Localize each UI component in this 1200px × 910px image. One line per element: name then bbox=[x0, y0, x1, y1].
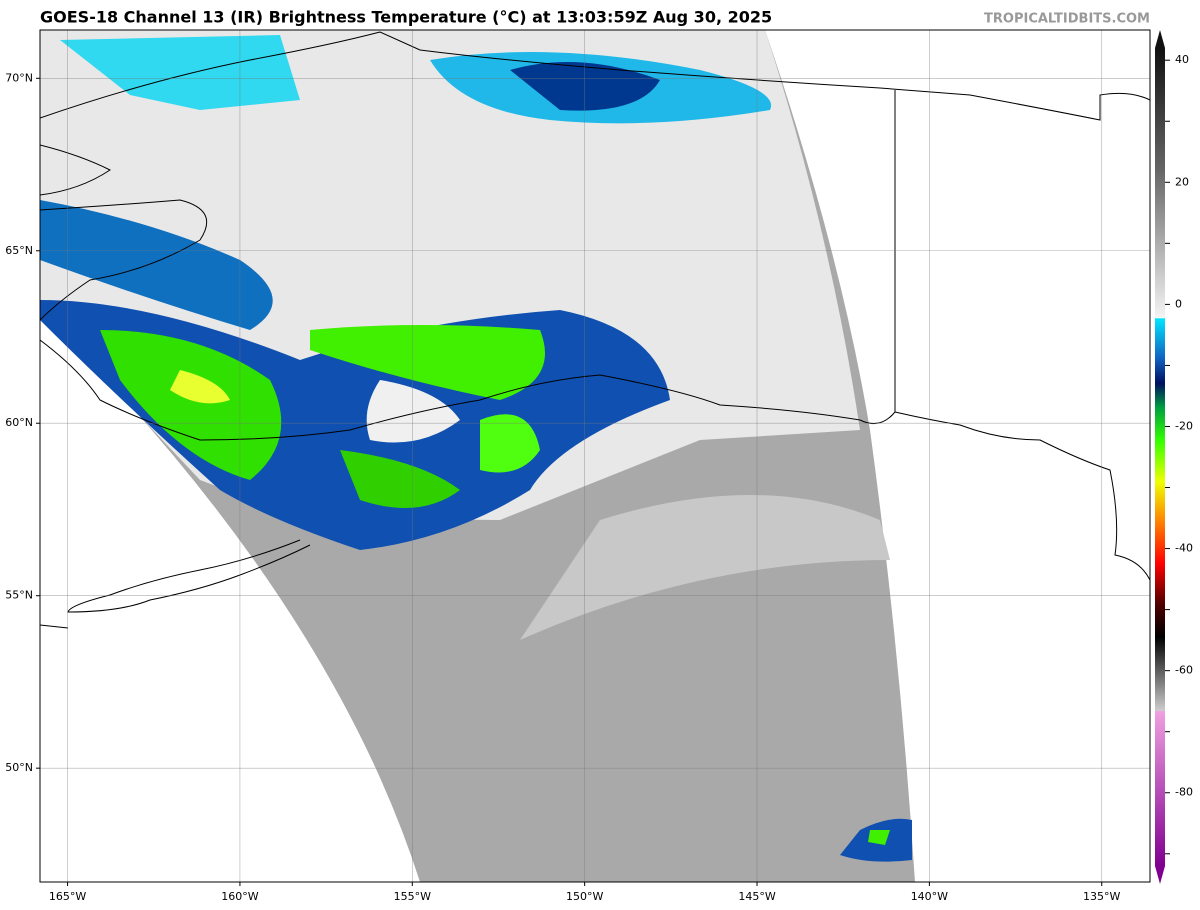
lon-label: 165°W bbox=[49, 890, 86, 903]
map-title: GOES-18 Channel 13 (IR) Brightness Tempe… bbox=[40, 8, 772, 27]
colorbar-label: 40 bbox=[1175, 53, 1189, 66]
colorbar-label: 20 bbox=[1175, 175, 1189, 188]
lon-label: 150°W bbox=[566, 890, 603, 903]
colorbar-label: -60 bbox=[1175, 664, 1193, 677]
colorbar-label: -80 bbox=[1175, 786, 1193, 799]
colorbar-label: -20 bbox=[1175, 419, 1193, 432]
colorbar-extend-bottom bbox=[1155, 866, 1165, 884]
colorbar bbox=[1155, 48, 1165, 866]
watermark: TROPICALTIDBITS.COM bbox=[984, 12, 1150, 27]
lat-label: 70°N bbox=[5, 71, 33, 84]
colorbar-label: 0 bbox=[1175, 297, 1182, 310]
map-frame bbox=[39, 29, 1151, 883]
lon-label: 160°W bbox=[221, 890, 258, 903]
graticule bbox=[40, 30, 1150, 882]
lat-label: 65°N bbox=[5, 244, 33, 257]
satellite-image bbox=[40, 30, 1150, 882]
lat-label: 50°N bbox=[5, 761, 33, 774]
lon-label: 145°W bbox=[738, 890, 775, 903]
lon-label: 155°W bbox=[394, 890, 431, 903]
lon-label: 135°W bbox=[1083, 890, 1120, 903]
lat-label: 55°N bbox=[5, 589, 33, 602]
lat-label: 60°N bbox=[5, 416, 33, 429]
lon-label: 140°W bbox=[911, 890, 948, 903]
colorbar-extend-top bbox=[1155, 30, 1165, 48]
colorbar-label: -40 bbox=[1175, 542, 1193, 555]
